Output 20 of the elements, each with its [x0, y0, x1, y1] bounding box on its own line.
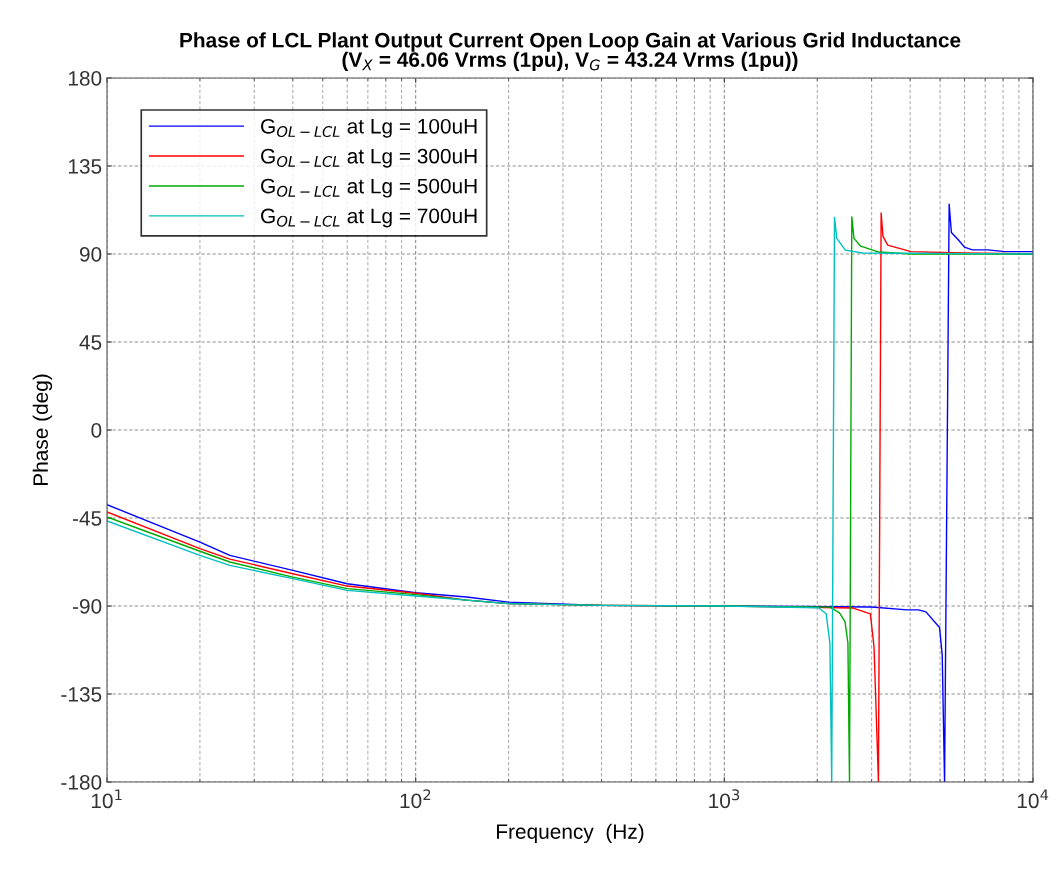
y-tick-label: 90 [79, 247, 102, 262]
y-tick-label: 45 [79, 335, 102, 350]
y-tick-label: -45 [72, 511, 102, 526]
x-tick-label: 10$^{1}$ [91, 789, 122, 809]
y-tick-label: 0 [91, 423, 102, 438]
x-tick-label: 10$^{2}$ [400, 789, 431, 809]
legend-label: G$_{OL−LCL}$ at Lg = 700uH [261, 208, 477, 228]
legend-label: G$_{OL−LCL}$ at Lg = 500uH [261, 178, 477, 198]
chart-title: Phase of LCL Plant Output Current Open Loop Gain at Various Grid Inductance (V$_{X}$ = 46.06 Vrms (1pu), V$_{G}$ = 43.24 Vrms (1pu)) [180, 32, 961, 72]
legend-label: G$_{OL−LCL}$ at Lg = 100uH [261, 118, 477, 138]
y-tick-label: 135 [68, 159, 102, 174]
y-tick-label: -180 [61, 775, 102, 790]
x-axis-title: Frequency (Hz) [497, 823, 644, 844]
y-tick-label: -135 [61, 687, 102, 702]
y-tick-label: -90 [72, 599, 102, 614]
x-tick-label: 10$^{4}$ [1017, 789, 1049, 809]
y-axis-title: Phase (deg) [32, 374, 53, 486]
y-tick-label: 180 [68, 71, 102, 86]
legend-label: G$_{OL−LCL}$ at Lg = 300uH [261, 148, 477, 168]
x-tick-label: 10$^{3}$ [709, 789, 740, 809]
